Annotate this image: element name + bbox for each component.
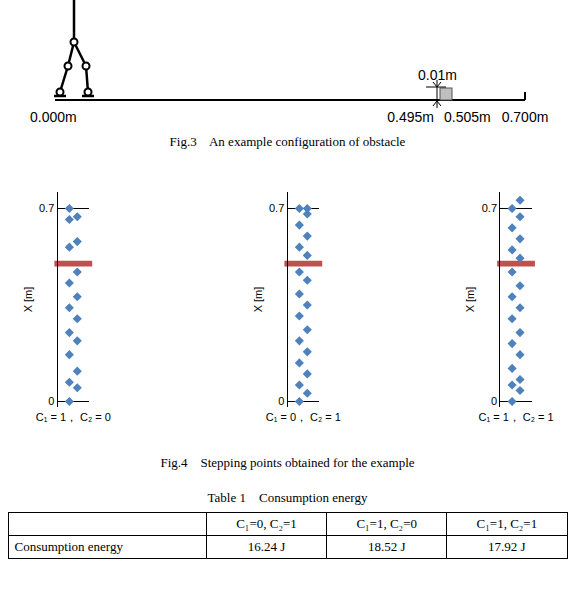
svg-text:0: 0	[48, 395, 54, 407]
html-text:C₁=1, C₂=0: C₁=1, C₂=0	[356, 516, 417, 531]
html-text:16.24 J: 16.24 J	[247, 539, 286, 554]
svg-text:X [m]: X [m]	[22, 287, 34, 313]
svg-text:Fig.3 An example configurat: Fig.3 An example configuration of obstac…	[170, 134, 406, 149]
svg-text:0.7: 0.7	[39, 202, 54, 214]
html-text:18.52 J: 18.52 J	[367, 539, 406, 554]
html-text:Consumption energy: Consumption energy	[14, 539, 123, 554]
svg-text:0.01m: 0.01m	[418, 67, 457, 83]
svg-text:X [m]: X [m]	[252, 287, 264, 313]
html-text:C₁=0, C₂=1: C₁=0, C₂=1	[236, 516, 297, 531]
svg-text:C₁ = 1， C₂ = 0: C₁ = 1， C₂ = 0	[36, 411, 111, 423]
svg-text:0.000m: 0.000m	[30, 109, 77, 125]
svg-text:0.495m: 0.495m	[387, 109, 434, 125]
svg-text:X [m]: X [m]	[464, 287, 476, 313]
html-text:Fig.4 Stepping points obtained: Fig.4 Stepping points obtained for the e…	[160, 455, 415, 470]
html-text:17.92 J: 17.92 J	[488, 539, 526, 554]
svg-text:0.7: 0.7	[269, 202, 284, 214]
svg-text:0.505m: 0.505m	[444, 109, 491, 125]
svg-text:C₁ = 0， C₂ = 1: C₁ = 0， C₂ = 1	[266, 411, 341, 423]
svg-text:C₁ = 1， C₂ = 1: C₁ = 1， C₂ = 1	[478, 411, 553, 423]
svg-text:0.700m: 0.700m	[502, 109, 549, 125]
svg-text:0: 0	[491, 395, 497, 407]
svg-text:0.7: 0.7	[482, 202, 497, 214]
html-text:Table 1 Consumption energy: Table 1 Consumption energy	[207, 490, 368, 505]
html-text:C₁=1, C₂=1: C₁=1, C₂=1	[476, 516, 538, 531]
svg-text:0: 0	[278, 395, 284, 407]
